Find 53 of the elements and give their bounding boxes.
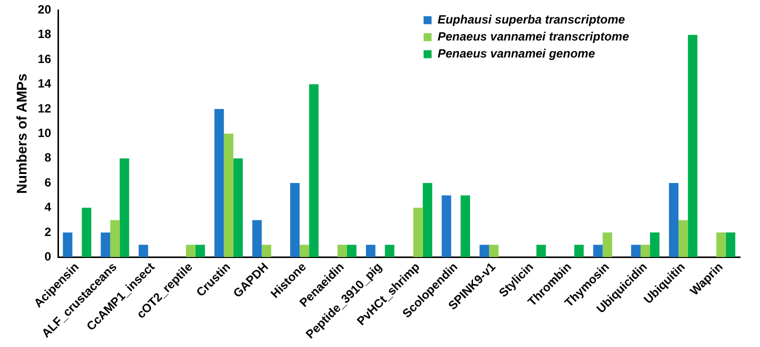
bar bbox=[100, 232, 110, 258]
bar bbox=[346, 244, 356, 258]
bar bbox=[82, 208, 92, 258]
bar bbox=[120, 158, 130, 258]
y-tick-label: 8 bbox=[44, 150, 52, 165]
bar bbox=[688, 34, 698, 258]
bar bbox=[186, 244, 196, 258]
bar bbox=[602, 232, 612, 258]
bar bbox=[62, 232, 72, 258]
bar bbox=[110, 220, 120, 258]
bar bbox=[413, 208, 423, 258]
bar bbox=[300, 244, 310, 258]
bar bbox=[442, 195, 452, 258]
bar bbox=[678, 220, 688, 258]
legend-label: Euphausi superba transcriptome bbox=[438, 12, 626, 27]
bar bbox=[214, 108, 224, 258]
bar bbox=[195, 244, 205, 258]
bar bbox=[650, 232, 660, 258]
bar bbox=[224, 134, 234, 258]
y-tick-label: 4 bbox=[44, 200, 52, 214]
bar bbox=[480, 244, 490, 258]
bar bbox=[668, 183, 678, 258]
bar bbox=[366, 244, 376, 258]
y-tick-label: 20 bbox=[38, 2, 52, 17]
y-tick-label: 14 bbox=[38, 76, 52, 91]
bar bbox=[726, 232, 736, 258]
bar bbox=[252, 220, 262, 258]
bar bbox=[593, 244, 603, 258]
bar bbox=[574, 244, 584, 258]
bar bbox=[290, 183, 300, 258]
y-tick-label: 12 bbox=[38, 101, 52, 116]
bar bbox=[138, 244, 148, 258]
y-tick-label: 0 bbox=[44, 249, 52, 264]
legend-label: Penaeus vannamei genome bbox=[438, 46, 596, 61]
bar bbox=[384, 244, 394, 258]
bar bbox=[233, 158, 243, 258]
bar bbox=[338, 244, 347, 258]
y-axis-title: Numbers of AMPs bbox=[13, 73, 30, 194]
bar bbox=[631, 244, 641, 258]
y-tick-label: 18 bbox=[38, 27, 52, 42]
bar bbox=[309, 84, 319, 258]
bar bbox=[422, 183, 432, 258]
y-tick-label: 2 bbox=[44, 224, 52, 239]
bar bbox=[262, 244, 272, 258]
y-tick-label: 16 bbox=[38, 52, 52, 66]
legend-label: Penaeus vannamei transcriptome bbox=[438, 30, 630, 44]
y-tick-label: 10 bbox=[38, 126, 52, 140]
bar bbox=[716, 232, 726, 258]
y-tick-label: 6 bbox=[44, 175, 52, 190]
bar bbox=[460, 195, 470, 258]
bar bbox=[489, 244, 499, 258]
bar bbox=[536, 244, 546, 258]
bar bbox=[640, 244, 650, 258]
